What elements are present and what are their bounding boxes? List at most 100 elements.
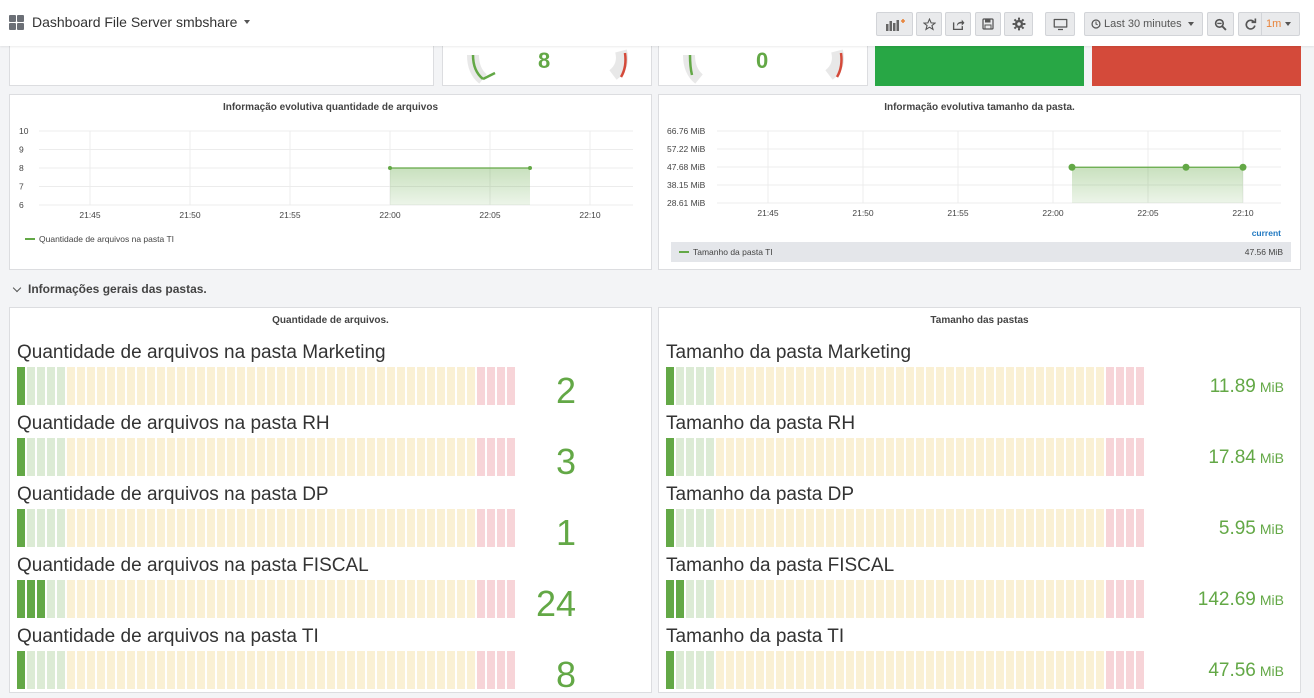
bargauge-cell (1046, 651, 1054, 689)
bargauge-cell (906, 438, 914, 476)
x-tick-label: 21:50 (179, 210, 201, 220)
dashboard-title[interactable]: Dashboard File Server smbshare (32, 14, 238, 30)
time-range-label: Last 30 minutes (1104, 18, 1182, 30)
bargauge-cell (157, 580, 165, 618)
bargauge-cell (87, 580, 95, 618)
bargauge-cell (816, 651, 824, 689)
bargauge-cell (946, 438, 954, 476)
bargauge-cell (107, 651, 115, 689)
time-range-picker[interactable]: Last 30 minutes (1084, 12, 1203, 36)
bargauge-cell (307, 367, 315, 405)
bargauge-cell (207, 580, 215, 618)
bargauge-cell (986, 651, 994, 689)
bargauge-cell (367, 367, 375, 405)
refresh-picker[interactable]: 1m (1238, 12, 1300, 36)
bargauge-cell (137, 367, 145, 405)
bargauge-cell (846, 509, 854, 547)
bargauge-cell (477, 438, 485, 476)
star-button[interactable] (916, 12, 942, 36)
bargauge-cell (67, 509, 75, 547)
bargauge-value: 1 (556, 512, 576, 554)
panel-title[interactable]: Informação evolutiva quantidade de arqui… (222, 102, 439, 113)
bargauge-cell (756, 438, 764, 476)
bargauge-cell (716, 580, 724, 618)
bargauge-track (666, 651, 1146, 689)
panel-title[interactable]: Informação evolutiva tamanho da pasta. (884, 102, 1075, 113)
bargauge-cell (177, 367, 185, 405)
bargauge-cell (147, 367, 155, 405)
y-tick-label: 57.22 MiB (667, 144, 706, 154)
bargauge-cell (836, 438, 844, 476)
bargauge-number: 1 (555, 512, 576, 553)
bargauge-cell (97, 509, 105, 547)
bargauge-cell (507, 509, 515, 547)
bargauge-cell (776, 367, 784, 405)
bargauge-cell (67, 438, 75, 476)
legend-swatch (25, 238, 35, 240)
share-button[interactable] (945, 12, 971, 36)
row-collapse-toggle[interactable]: Informações gerais das pastas. (12, 282, 207, 296)
zoom-out-button[interactable] (1207, 12, 1234, 36)
bargauge-cell (367, 580, 375, 618)
bargauge-cell (207, 509, 215, 547)
bargauge-cell (916, 438, 924, 476)
bargauge-cell (1076, 438, 1084, 476)
y-tick-label: 7 (19, 182, 24, 192)
bargauge-unit: MiB (1259, 521, 1284, 537)
chart-legend[interactable]: Quantidade de arquivos na pasta TI (25, 234, 174, 244)
bargauge-cell (57, 509, 65, 547)
bargauge-cell (347, 367, 355, 405)
dashboard-picker[interactable]: Dashboard File Server smbshare (9, 14, 251, 30)
bargauge-cell (696, 580, 704, 618)
bargauge-cell (886, 509, 894, 547)
bargauge-cell (117, 438, 125, 476)
bargauge-cell (826, 509, 834, 547)
bargauge-cell (217, 651, 225, 689)
bargauge-cell (507, 367, 515, 405)
legend-table-row[interactable]: Tamanho da pasta TI 47.56 MiB (671, 242, 1291, 262)
bargauge-cell (1116, 509, 1124, 547)
bargauge-cell (1016, 651, 1024, 689)
save-button[interactable] (975, 12, 1001, 36)
bargauge-cell (976, 438, 984, 476)
bargauge-cell (1116, 580, 1124, 618)
bargauge-cell (1036, 367, 1044, 405)
bargauge-cell (47, 438, 55, 476)
bargauge-cell (756, 367, 764, 405)
settings-button[interactable] (1004, 12, 1033, 36)
bargauge-cell (257, 580, 265, 618)
bargauge-cell (107, 509, 115, 547)
bargauge-number: 47.56 (1208, 660, 1256, 681)
bargauge-cell (227, 367, 235, 405)
bargauge-cell (996, 580, 1004, 618)
bargauge-cell (766, 438, 774, 476)
bargauge-cell (786, 651, 794, 689)
bargauge-cell (966, 438, 974, 476)
bargauge-cell (107, 580, 115, 618)
bargauge-cell (507, 580, 515, 618)
gauge-panel-1: 8 (442, 40, 652, 86)
bargauge-cell (736, 438, 744, 476)
bargauge-cell (1066, 438, 1074, 476)
bargauge-cell (836, 651, 844, 689)
bargauge-cell (287, 509, 295, 547)
bargauge-cell (237, 438, 245, 476)
bargauge-cell (1096, 580, 1104, 618)
add-panel-button[interactable] (876, 12, 913, 36)
bargauge-cell (1116, 438, 1124, 476)
bargauge-cell (916, 367, 924, 405)
bargauge-cell (816, 509, 824, 547)
bargauge-cell (1026, 651, 1034, 689)
legend-column-header[interactable]: current (1251, 228, 1281, 238)
bargauge-cell (886, 580, 894, 618)
file-count-chart: 10 9 8 7 6 21:45 21:50 21:55 22:00 22:05 22:10 (19, 126, 633, 220)
panel-title[interactable]: Quantidade de arquivos. (272, 315, 389, 326)
bargauge-cell (447, 367, 455, 405)
bargauge-cell (447, 509, 455, 547)
bargauge-track (666, 367, 1146, 405)
panel-title[interactable]: Tamanho das pastas (930, 315, 1029, 326)
tv-mode-button[interactable] (1045, 12, 1075, 36)
bargauge-number: 8 (555, 654, 576, 695)
bargauge-cell (157, 367, 165, 405)
bargauge-cell (876, 367, 884, 405)
